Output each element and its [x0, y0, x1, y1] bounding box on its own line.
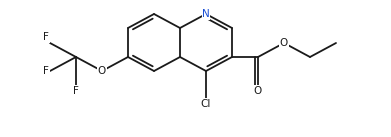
- Text: O: O: [280, 38, 288, 48]
- Text: Cl: Cl: [201, 99, 211, 109]
- Text: O: O: [98, 66, 106, 76]
- Text: F: F: [73, 86, 79, 96]
- Text: N: N: [202, 9, 210, 19]
- Text: F: F: [43, 32, 49, 42]
- Text: O: O: [254, 86, 262, 96]
- Text: F: F: [43, 66, 49, 76]
